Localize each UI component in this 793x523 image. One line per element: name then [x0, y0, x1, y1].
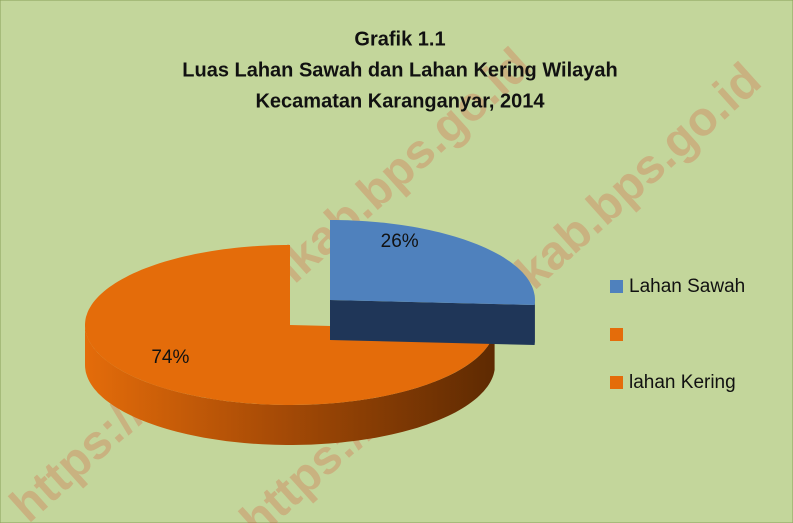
legend-swatch — [610, 376, 623, 389]
data-label: 26% — [381, 231, 419, 252]
legend-label: lahan Kering — [629, 372, 736, 393]
pie — [85, 220, 535, 445]
chart-title: Luas Lahan Sawah dan Lahan Kering Wilaya… — [182, 59, 617, 81]
slice-wall — [330, 300, 535, 345]
slice — [330, 220, 535, 305]
legend-label: Lahan Sawah — [629, 276, 745, 297]
slice — [85, 245, 495, 405]
chart-title: Kecamatan Karanganyar, 2014 — [255, 90, 545, 112]
slice-side — [85, 325, 495, 445]
legend-swatch — [610, 328, 623, 341]
data-label: 74% — [151, 347, 189, 368]
chart-title: Grafik 1.1 — [354, 28, 445, 50]
legend-swatch — [610, 280, 623, 293]
